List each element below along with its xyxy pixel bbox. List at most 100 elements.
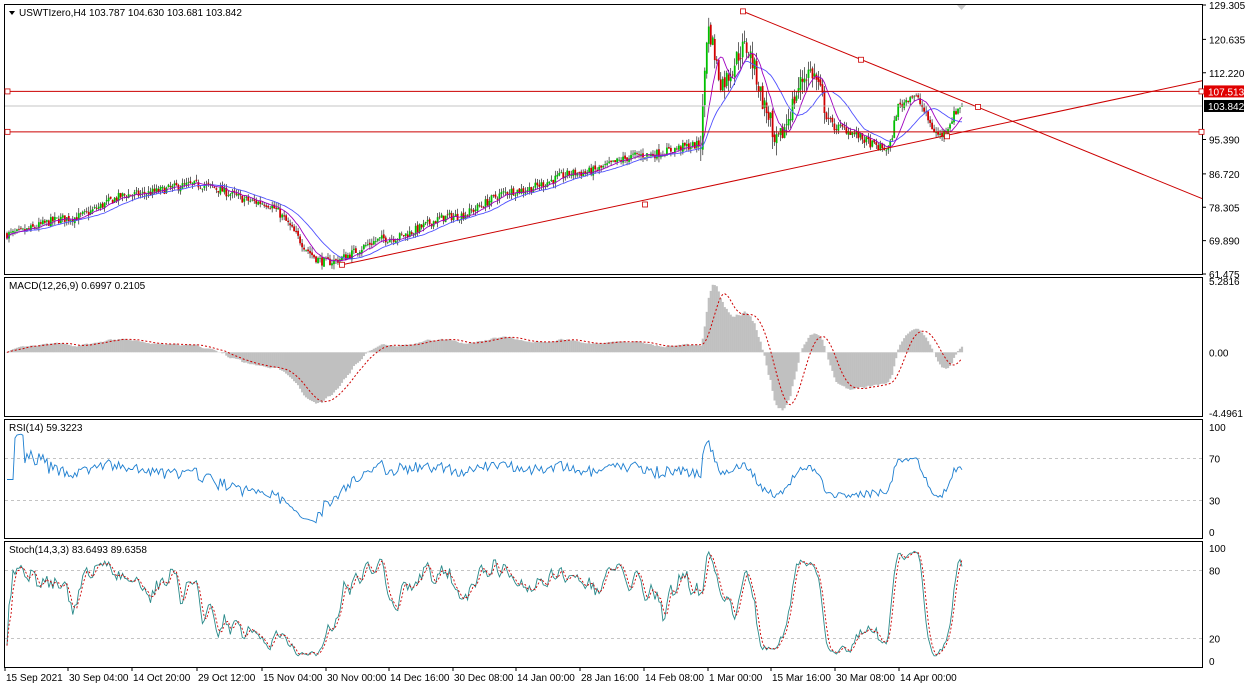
macd-bar <box>644 344 646 353</box>
macd-bar <box>550 342 552 353</box>
time-tick-label: 30 Dec 08:00 <box>454 673 514 684</box>
macd-bar <box>500 337 502 352</box>
candle-body <box>417 225 419 232</box>
candle-body <box>32 224 34 226</box>
stoch-tick-label: 20 <box>1209 634 1221 645</box>
candle-body <box>907 101 909 102</box>
candle-body <box>485 199 487 207</box>
macd-bar <box>163 345 165 353</box>
macd-bar <box>201 348 203 352</box>
candle-body <box>277 208 279 210</box>
macd-bar <box>299 352 301 388</box>
candle-body <box>522 188 524 192</box>
candle-body <box>495 195 497 198</box>
macd-bar <box>580 342 582 352</box>
candle-body <box>421 225 423 228</box>
macd-bar <box>520 340 522 352</box>
macd-bar <box>391 345 393 352</box>
macd-bar <box>468 343 470 353</box>
macd-bar <box>700 346 702 352</box>
macd-bar <box>62 343 64 352</box>
candle-body <box>401 234 403 235</box>
macd-bar <box>341 352 343 383</box>
candle-body <box>257 202 259 205</box>
macd-bar <box>456 342 458 352</box>
macd-bar <box>363 352 365 356</box>
macd-bar <box>249 352 251 364</box>
candle-body <box>704 71 706 105</box>
y-tick-label: 129.305 <box>1209 1 1246 12</box>
macd-bar <box>313 352 315 402</box>
candle-body <box>124 194 126 195</box>
macd-bar <box>329 352 331 396</box>
candle-body <box>752 54 754 69</box>
macd-bar <box>114 340 116 353</box>
time-tick-label: 15 Sep 2021 <box>6 673 63 684</box>
macd-bar <box>64 344 66 352</box>
macd-bar <box>588 343 590 352</box>
macd-header: MACD(12,26,9) 0.6997 0.2105 <box>9 281 146 292</box>
candle-body <box>762 86 764 109</box>
macd-bar <box>128 340 130 353</box>
candle-body <box>170 186 172 187</box>
candle-body <box>588 168 590 173</box>
candle-body <box>319 258 321 259</box>
candle-body <box>682 143 684 152</box>
candle-body <box>219 187 221 194</box>
macd-bar <box>52 344 54 353</box>
macd-bar <box>841 352 843 385</box>
candle-body <box>184 183 186 184</box>
macd-bar <box>76 347 78 353</box>
macd-bar <box>931 349 933 353</box>
macd-bar <box>84 344 86 352</box>
macd-bar <box>191 345 193 352</box>
candle-body <box>477 204 479 210</box>
candles <box>6 18 963 270</box>
macd-bar <box>167 344 169 352</box>
candle-body <box>363 245 365 249</box>
macd-bar <box>367 352 369 353</box>
macd-bar <box>748 315 750 352</box>
macd-bar <box>885 352 887 383</box>
candle-body <box>52 217 54 221</box>
macd-bar <box>452 341 454 353</box>
candle-body <box>130 195 132 196</box>
candle-body <box>600 166 602 168</box>
macd-bar <box>325 352 327 398</box>
candle-body <box>871 140 873 146</box>
macd-bar <box>161 343 163 352</box>
macd-bar <box>829 352 831 365</box>
candle-body <box>255 201 257 204</box>
macd-bar <box>120 339 122 352</box>
candle-body <box>923 108 925 112</box>
candle-body <box>50 217 52 226</box>
macd-bar <box>169 344 171 352</box>
macd-bar <box>347 352 349 375</box>
y-tick-label: 86.720 <box>1209 170 1240 181</box>
macd-bar <box>905 335 907 352</box>
candle-body <box>261 203 263 204</box>
candle-body <box>849 132 851 135</box>
macd-bar <box>96 343 98 353</box>
symbol-dropdown-icon[interactable] <box>9 11 15 15</box>
trendline-handle <box>859 57 864 62</box>
macd-bar <box>261 352 263 366</box>
rsi-header: RSI(14) 59.3223 <box>9 423 83 434</box>
macd-bar <box>624 342 626 353</box>
macd-bar <box>714 285 716 352</box>
macd-bar <box>785 352 787 405</box>
macd-bar <box>68 345 70 353</box>
macd-bar <box>153 344 155 353</box>
macd-bar <box>817 335 819 352</box>
candle-body <box>241 196 243 203</box>
macd-bar <box>538 342 540 353</box>
candle-body <box>792 99 794 120</box>
macd-bar <box>327 352 329 396</box>
candle-body <box>810 69 812 70</box>
candle-body <box>845 127 847 133</box>
candle-body <box>931 123 933 130</box>
macd-bar <box>554 341 556 352</box>
candle-body <box>253 200 255 201</box>
